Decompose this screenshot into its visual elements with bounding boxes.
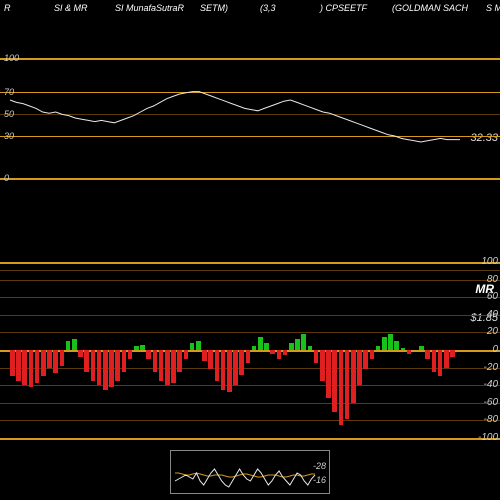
mr-bar	[314, 350, 319, 363]
mr-bar	[22, 350, 27, 385]
mr-bar	[103, 350, 108, 390]
grid-line	[0, 385, 500, 386]
mr-bar	[308, 346, 313, 350]
grid-line	[0, 438, 500, 440]
mr-bar	[29, 350, 34, 387]
mr-bar	[165, 350, 170, 385]
axis-label: 80	[487, 274, 498, 285]
axis-label: -20	[484, 362, 498, 373]
mr-bar	[47, 350, 52, 368]
grid-line	[0, 403, 500, 404]
mr-bar	[351, 350, 356, 403]
mr-bar	[444, 350, 449, 368]
mr-bar	[370, 350, 375, 359]
mr-bar	[382, 337, 387, 350]
mr-bar	[432, 350, 437, 372]
mr-bar	[215, 350, 220, 381]
mr-bar	[320, 350, 325, 381]
mr-bar	[264, 343, 269, 350]
mr-bar	[363, 350, 368, 369]
mr-bar	[221, 350, 226, 390]
mr-bar	[78, 350, 83, 357]
mr-bar	[41, 350, 46, 376]
mr-bar	[122, 350, 127, 372]
mr-bar	[388, 334, 393, 350]
grid-line	[0, 280, 500, 281]
mr-bar	[233, 350, 238, 385]
axis-label: 100	[481, 256, 498, 267]
mr-bar	[66, 341, 71, 350]
mr-bar	[84, 350, 89, 372]
mr-bar	[407, 350, 412, 354]
mr-bar	[252, 346, 257, 350]
grid-line	[0, 332, 500, 333]
mr-bar	[171, 350, 176, 383]
mr-bar	[425, 350, 430, 359]
mr-bar	[419, 346, 424, 350]
mr-bar	[208, 350, 213, 369]
mr-bar	[394, 341, 399, 350]
chart-root: { "colors": { "bg": "#000000", "orange":…	[0, 0, 500, 500]
mr-bar	[246, 350, 251, 363]
mr-bar	[345, 350, 350, 419]
mr-bar	[60, 350, 65, 366]
mr-bar	[450, 350, 455, 357]
mr-bar	[97, 350, 102, 385]
mr-bar	[146, 350, 151, 359]
mr-bar	[72, 339, 77, 350]
axis-label: -40	[484, 379, 498, 390]
mr-bar	[332, 350, 337, 412]
mr-bar	[227, 350, 232, 392]
mr-bar	[91, 350, 96, 381]
mr-bar	[239, 350, 244, 375]
mr-bar	[128, 350, 133, 359]
mr-bar	[339, 350, 344, 425]
grid-line	[0, 262, 500, 264]
grid-line	[0, 368, 500, 369]
mr-bar	[301, 334, 306, 350]
mr-bar	[153, 350, 158, 372]
mr-bar	[134, 346, 139, 350]
mr-bar	[295, 339, 300, 350]
mr-bar	[270, 350, 275, 354]
mr-bar	[184, 350, 189, 359]
mr-bar	[159, 350, 164, 381]
grid-line	[0, 420, 500, 421]
axis-label: -60	[484, 397, 498, 408]
mr-bar	[283, 350, 288, 355]
mr-bar	[115, 350, 120, 381]
mr-bar	[258, 337, 263, 350]
mr-bar	[289, 343, 294, 350]
mr-bar	[190, 343, 195, 350]
mr-bar	[438, 350, 443, 376]
axis-label: 0	[492, 344, 498, 355]
axis-label: 40	[487, 309, 498, 320]
axis-label: -100	[478, 432, 498, 443]
mr-bar	[109, 350, 114, 387]
mr-bar	[196, 341, 201, 350]
mr-bar	[357, 350, 362, 385]
mr-bar	[53, 350, 58, 373]
grid-line	[0, 297, 500, 298]
axis-label: 60	[487, 291, 498, 302]
axis-label: -80	[484, 414, 498, 425]
rsi-line	[0, 0, 500, 500]
mr-bar	[35, 350, 40, 383]
mr-bar	[10, 350, 15, 376]
mr-bar	[277, 350, 282, 359]
mr-bar	[140, 345, 145, 350]
grid-line	[0, 315, 500, 316]
mr-bar	[401, 348, 406, 350]
mr-bar	[16, 350, 21, 381]
mr-bar	[376, 346, 381, 350]
mr-bar	[177, 350, 182, 372]
axis-label: 20	[487, 326, 498, 337]
mr-bar	[202, 350, 207, 361]
mr-bar	[326, 350, 331, 398]
